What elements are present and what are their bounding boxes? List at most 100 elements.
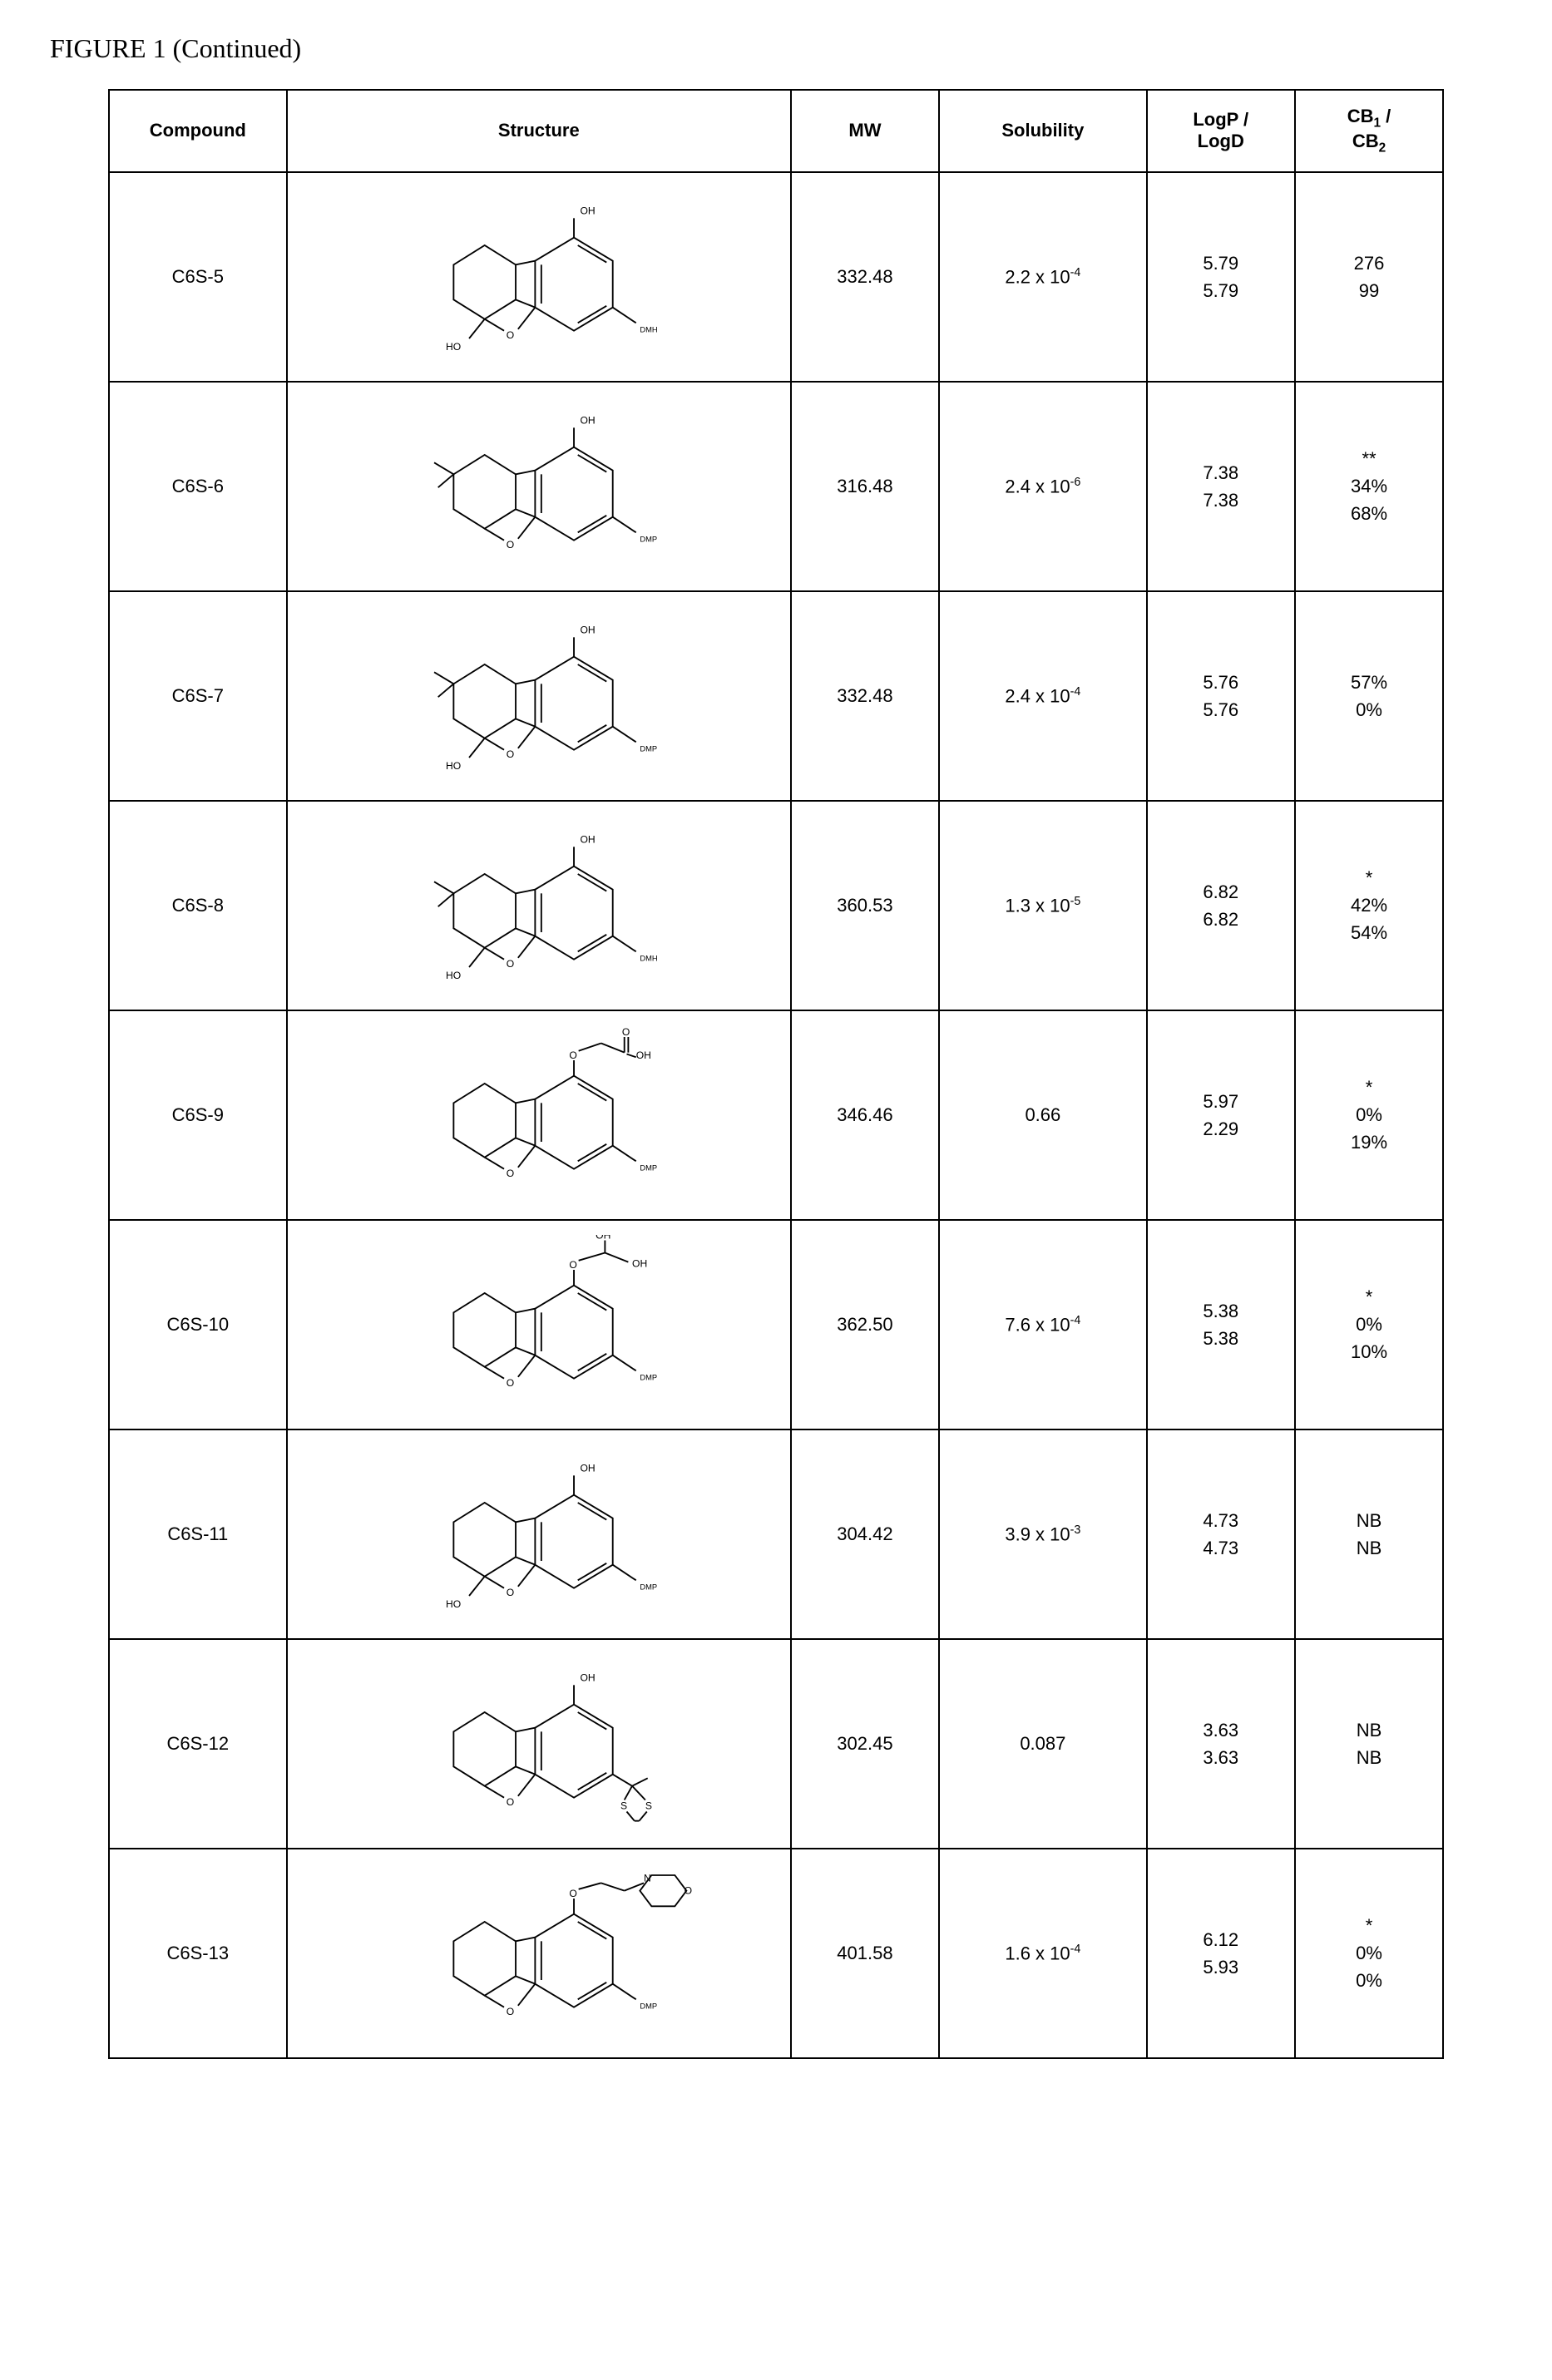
svg-text:O: O [507,1377,514,1389]
compound-cell: C6S-8 [109,801,287,1010]
svg-text:OH: OH [580,833,595,845]
mw-cell: 332.48 [791,172,939,382]
svg-text:HO: HO [446,970,461,981]
svg-text:S: S [620,1800,627,1811]
svg-text:HO: HO [446,760,461,772]
solubility-cell: 1.3 x 10-5 [939,801,1147,1010]
svg-text:O: O [507,1168,514,1179]
logp-logd-cell: 7.387.38 [1147,382,1295,591]
cb-cell: 27699 [1295,172,1443,382]
compound-cell: C6S-6 [109,382,287,591]
logp-logd-cell: 5.972.29 [1147,1010,1295,1220]
solubility-cell: 2.2 x 10-4 [939,172,1147,382]
solubility-cell: 2.4 x 10-6 [939,382,1147,591]
solubility-cell: 0.087 [939,1639,1147,1849]
structure-cell: O DMP O O OH [287,1010,791,1220]
logp-logd-cell: 6.125.93 [1147,1849,1295,2058]
header-row: Compound Structure MW Solubility LogP / … [109,90,1443,172]
cb-cell: NBNB [1295,1639,1443,1849]
svg-text:DMP: DMP [640,1373,657,1381]
compound-cell: C6S-13 [109,1849,287,2058]
table-row: C6S-10 O DMP O OH OH 362.507.6 x 10-45.385.38*… [109,1220,1443,1429]
mw-cell: 302.45 [791,1639,939,1849]
mw-cell: 346.46 [791,1010,939,1220]
logp-logd-cell: 5.385.38 [1147,1220,1295,1429]
svg-text:O: O [507,958,514,970]
svg-text:HO: HO [446,1598,461,1610]
logp-logd-cell: 3.633.63 [1147,1639,1295,1849]
table-row: C6S-5OOHHODMH332.482.2 x 10-45.795.79276… [109,172,1443,382]
header-cb-slash: / [1381,106,1391,126]
svg-text:O: O [507,329,514,341]
svg-text:DMH: DMH [640,325,657,333]
header-mw: MW [791,90,939,172]
mw-cell: 362.50 [791,1220,939,1429]
svg-text:O: O [569,1259,576,1271]
cb-cell: *42%54% [1295,801,1443,1010]
svg-text:O: O [684,1884,691,1896]
compound-cell: C6S-5 [109,172,287,382]
mw-cell: 332.48 [791,591,939,801]
cb-cell: *0%10% [1295,1220,1443,1429]
logp-logd-cell: 6.826.82 [1147,801,1295,1010]
svg-text:O: O [507,1587,514,1598]
header-cb2-sub: 2 [1379,141,1386,156]
svg-text:DMH: DMH [640,954,657,962]
cb-cell: *0%19% [1295,1010,1443,1220]
logp-logd-cell: 4.734.73 [1147,1429,1295,1639]
figure-title: FIGURE 1 (Continued) [50,33,1502,64]
header-cb: CB1 / CB2 [1295,90,1443,172]
svg-text:DMP: DMP [640,1583,657,1591]
header-cb1-text: CB [1347,106,1374,126]
structure-cell: O OH S S [287,1639,791,1849]
structure-cell: O DMP O OH OH [287,1220,791,1429]
svg-text:O: O [569,1049,576,1061]
svg-text:OH: OH [632,1257,647,1269]
table-row: C6S-12 O OH S S 302.450.0873.633.63NBNB [109,1639,1443,1849]
table-row: C6S-8 O OH HO DMH 360.531.3 x 10-56.826.82*42… [109,801,1443,1010]
header-solubility: Solubility [939,90,1147,172]
svg-text:OH: OH [580,1671,595,1683]
svg-text:OH: OH [635,1049,650,1061]
compound-cell: C6S-7 [109,591,287,801]
header-cb2-text: CB [1352,131,1379,151]
header-cb1-sub: 1 [1374,116,1381,130]
table-row: C6S-13ODMPONO401.581.6 x 10-46.125.93*0%… [109,1849,1443,2058]
svg-text:DMP: DMP [640,535,657,543]
cb-cell: NBNB [1295,1429,1443,1639]
solubility-cell: 7.6 x 10-4 [939,1220,1147,1429]
mw-cell: 360.53 [791,801,939,1010]
header-logp-text: LogP / [1193,109,1248,130]
header-compound: Compound [109,90,287,172]
header-structure: Structure [287,90,791,172]
svg-text:S: S [645,1800,652,1811]
svg-text:HO: HO [446,341,461,353]
compound-cell: C6S-10 [109,1220,287,1429]
svg-text:OH: OH [596,1235,610,1242]
structure-cell: OOHDMP [287,382,791,591]
svg-text:O: O [507,1796,514,1808]
table-row: C6S-7OOHHODMP332.482.4 x 10-45.765.7657%… [109,591,1443,801]
svg-text:O: O [507,2006,514,2017]
svg-text:OH: OH [580,414,595,426]
logp-logd-cell: 5.795.79 [1147,172,1295,382]
solubility-cell: 2.4 x 10-4 [939,591,1147,801]
compound-cell: C6S-11 [109,1429,287,1639]
svg-text:O: O [622,1026,630,1038]
cb-cell: *0%0% [1295,1849,1443,2058]
table-row: C6S-9ODMPOOOH346.460.665.972.29*0%19% [109,1010,1443,1220]
header-logd-text: LogD [1198,131,1244,151]
structure-cell: O OH HO DMH [287,801,791,1010]
svg-text:DMP: DMP [640,744,657,753]
svg-text:DMP: DMP [640,2002,657,2010]
structure-cell: OOHHODMH [287,172,791,382]
svg-text:DMP: DMP [640,1163,657,1172]
structure-cell: ODMPONO [287,1849,791,2058]
logp-logd-cell: 5.765.76 [1147,591,1295,801]
solubility-cell: 1.6 x 10-4 [939,1849,1147,2058]
cb-cell: **34%68% [1295,382,1443,591]
compound-cell: C6S-12 [109,1639,287,1849]
svg-text:O: O [569,1888,576,1899]
mw-cell: 316.48 [791,382,939,591]
solubility-cell: 0.66 [939,1010,1147,1220]
